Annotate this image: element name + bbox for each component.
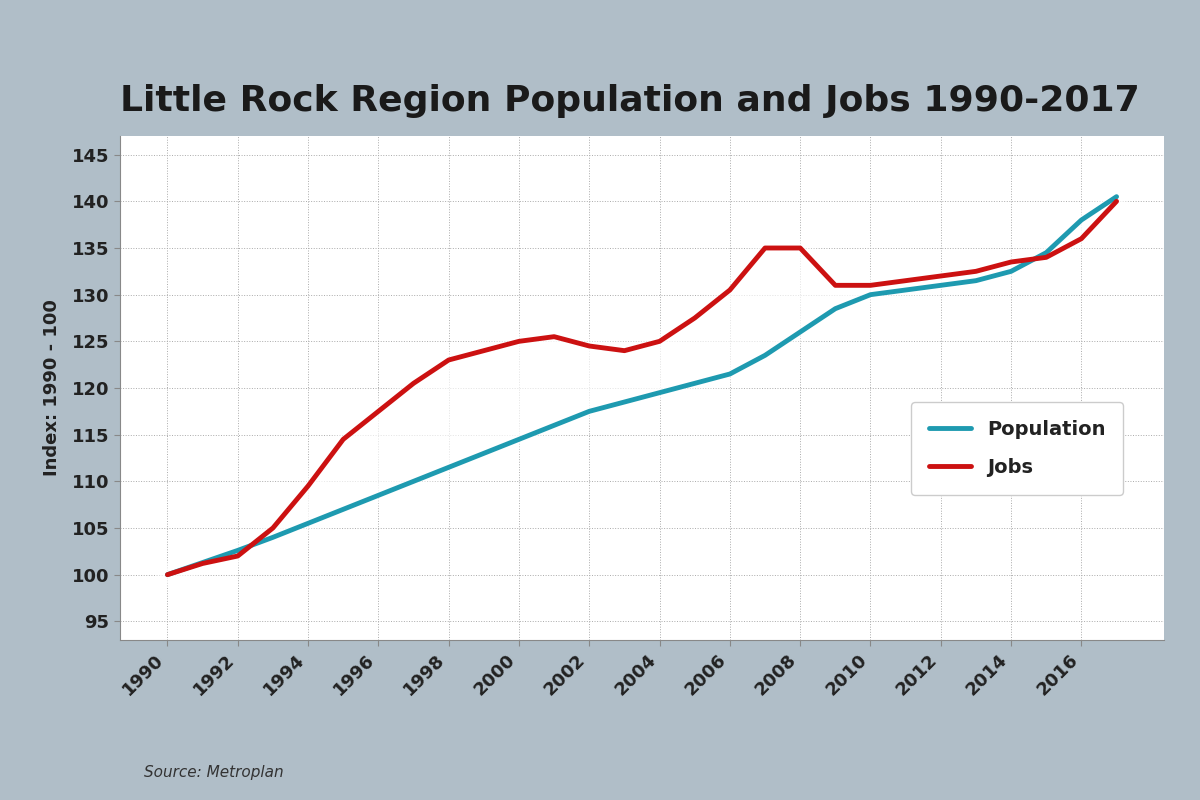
Jobs: [511, 337, 526, 346]
Jobs: [547, 332, 562, 342]
Population: [1004, 266, 1019, 276]
Jobs: [863, 281, 877, 290]
Population: [547, 421, 562, 430]
Legend: Population, Jobs: Population, Jobs: [911, 402, 1123, 494]
Jobs: [371, 406, 385, 416]
Jobs: [301, 481, 316, 490]
Population: [688, 378, 702, 388]
Y-axis label: Index: 1990 - 100: Index: 1990 - 100: [43, 299, 61, 477]
Population: [758, 350, 773, 360]
Line: Population: Population: [168, 197, 1116, 574]
Jobs: [1004, 258, 1019, 267]
Population: [793, 327, 808, 337]
Population: [1109, 192, 1123, 202]
Population: [828, 304, 842, 314]
Population: [407, 477, 421, 486]
Population: [476, 449, 491, 458]
Jobs: [1074, 234, 1088, 243]
Population: [161, 570, 175, 579]
Population: [968, 276, 983, 286]
Jobs: [265, 523, 280, 533]
Population: [336, 505, 350, 514]
Jobs: [934, 271, 948, 281]
Population: [442, 462, 456, 472]
Jobs: [442, 355, 456, 365]
Jobs: [793, 243, 808, 253]
Jobs: [407, 378, 421, 388]
Jobs: [722, 285, 737, 294]
Jobs: [653, 337, 667, 346]
Population: [1039, 248, 1054, 258]
Population: [582, 406, 596, 416]
Population: [301, 518, 316, 528]
Jobs: [476, 346, 491, 355]
Population: [371, 490, 385, 500]
Jobs: [688, 313, 702, 322]
Population: [653, 388, 667, 398]
Line: Jobs: Jobs: [168, 202, 1116, 574]
Population: [1074, 215, 1088, 225]
Text: Little Rock Region Population and Jobs 1990-2017: Little Rock Region Population and Jobs 1…: [120, 84, 1140, 118]
Jobs: [899, 276, 913, 286]
Population: [265, 533, 280, 542]
Population: [899, 285, 913, 294]
Jobs: [968, 266, 983, 276]
Population: [863, 290, 877, 299]
Jobs: [336, 434, 350, 444]
Population: [511, 434, 526, 444]
Jobs: [161, 570, 175, 579]
Jobs: [196, 558, 210, 568]
Text: Source: Metroplan: Source: Metroplan: [144, 765, 283, 780]
Jobs: [230, 551, 245, 561]
Jobs: [582, 341, 596, 350]
Jobs: [828, 281, 842, 290]
Population: [196, 558, 210, 567]
Population: [617, 398, 631, 406]
Jobs: [617, 346, 631, 355]
Jobs: [758, 243, 773, 253]
Population: [230, 546, 245, 555]
Population: [934, 281, 948, 290]
Population: [722, 370, 737, 379]
Jobs: [1039, 253, 1054, 262]
Jobs: [1109, 197, 1123, 206]
